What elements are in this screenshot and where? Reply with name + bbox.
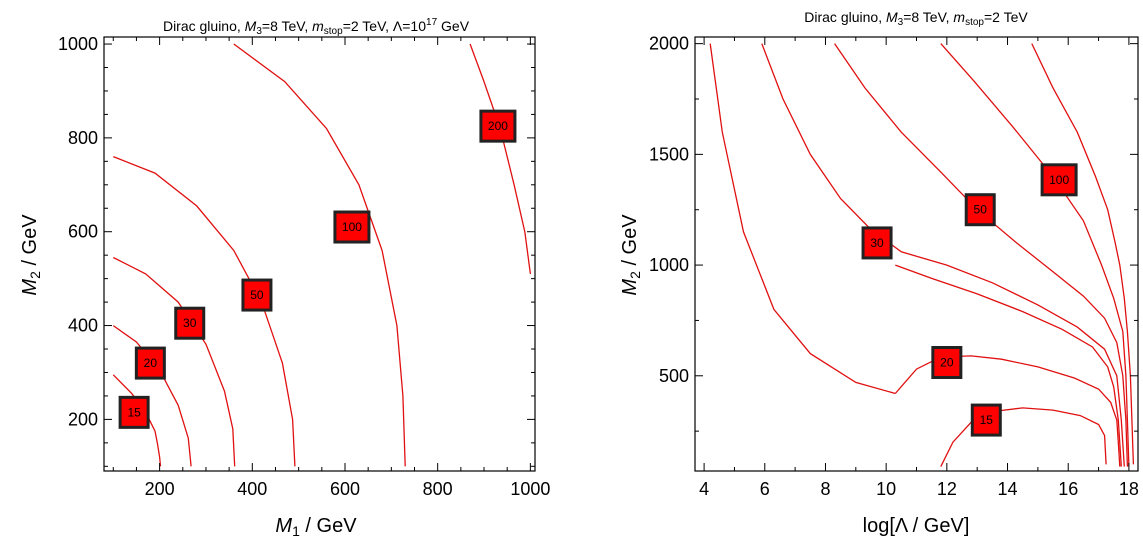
right-contour-3 [895,264,1122,467]
left-chart-title: Dirac gluino, M3=8 TeV, mstop=2 TeV, Λ=1… [163,17,470,37]
right-contour-label-20: 20 [931,346,963,379]
left-contour-3 [113,155,296,467]
right-contour-4 [761,43,1125,467]
left-x-tick-label: 1000 [510,479,550,499]
left-y-tick-label: 600 [68,222,98,242]
left-x-tick-label: 200 [145,479,175,499]
right-contour-label-15: 15 [970,403,1002,437]
right-y-axis-label: M2 / GeV [619,214,643,296]
right-contour-label-text: 50 [974,203,988,217]
left-y-axis-label: M2 / GeV [19,214,43,296]
left-contour-label-box [174,306,206,340]
left-y-tick-label: 400 [68,316,98,336]
right-contour-label-text: 30 [870,236,884,250]
left-contour-label-text: 100 [342,220,362,234]
left-x-axis-label: M1 / GeV [275,515,357,539]
right-contour-0 [940,407,1107,467]
right-contour-6 [940,43,1130,467]
right-x-tick-label: 6 [760,479,770,499]
right-chart-title: Dirac gluino, M3=8 TeV, mstop=2 TeV [804,9,1028,28]
left-contour-label-box [118,395,150,429]
right-contour-5 [834,43,1129,467]
right-x-axis-label: log[Λ / GeV] [863,515,970,537]
right-y-tick-label: 2000 [649,34,689,54]
left-contour-label-text: 20 [144,356,158,370]
right-plot-frame [694,36,1139,472]
right-x-tick-label: 12 [937,479,957,499]
left-contour-label-200: 200 [479,109,517,143]
left-x-tick-label: 600 [330,479,360,499]
right-contour-label-box [1040,163,1078,197]
right-contour-2 [709,43,896,395]
right-contour-label-box [931,346,963,379]
left-contour-label-box [134,346,166,380]
right-y-tick-label: 1500 [649,144,689,164]
left-y-tick-label: 800 [68,128,98,148]
right-contours [709,43,1135,467]
right-contour-label-box [970,403,1002,437]
right-contour-7 [1031,43,1135,465]
right-x-tick-label: 4 [699,479,709,499]
left-x-tick-label: 400 [237,479,267,499]
left-contour-2 [113,256,236,467]
right-chart-panel: Dirac gluino, M3=8 TeV, mstop=2 TeV log[… [619,9,1139,537]
right-contour-label-30: 30 [861,226,893,260]
left-contour-label-15: 15 [118,395,150,429]
left-chart-panel: Dirac gluino, M3=8 TeV, mstop=2 TeV, Λ=1… [19,17,550,539]
left-contour-label-text: 15 [127,405,141,419]
right-x-tick-label: 8 [820,479,830,499]
left-contours [112,43,532,467]
left-y-tick-label: 1000 [58,34,98,54]
left-contour-label-50: 50 [241,278,273,312]
left-y-tick-label: 200 [68,409,98,429]
right-contour-label-box [861,226,893,260]
right-y-tick-label: 500 [659,366,689,386]
right-contour-label-text: 15 [980,413,994,427]
right-contour-label-text: 100 [1049,173,1069,187]
left-contour-label-30: 30 [174,306,206,340]
left-contour-0 [112,374,162,467]
left-contour-label-text: 30 [183,316,197,330]
right-contour-label-box [964,193,996,227]
right-contour-label-100: 100 [1040,163,1078,197]
left-contour-label-text: 200 [488,119,508,133]
right-y-tick-label: 1000 [649,255,689,275]
right-contour-label-text: 20 [940,356,954,370]
left-contour-label-text: 50 [250,288,264,302]
left-contour-4 [233,43,406,467]
left-contour-label-100: 100 [333,210,371,244]
left-contour-1 [112,325,192,467]
left-x-tick-label: 800 [423,479,453,499]
right-contour-label-50: 50 [964,193,996,227]
left-contour-label-box [241,278,273,312]
left-contour-5 [469,43,532,274]
left-contour-label-20: 20 [134,346,166,380]
right-contour-1 [894,355,1121,467]
left-plot-frame [103,36,536,472]
right-x-tick-label: 18 [1119,479,1139,499]
right-x-tick-label: 10 [876,479,896,499]
left-contour-label-box [333,210,371,244]
right-x-tick-label: 14 [998,479,1018,499]
left-contour-label-box [479,109,517,143]
right-x-tick-label: 16 [1058,479,1078,499]
